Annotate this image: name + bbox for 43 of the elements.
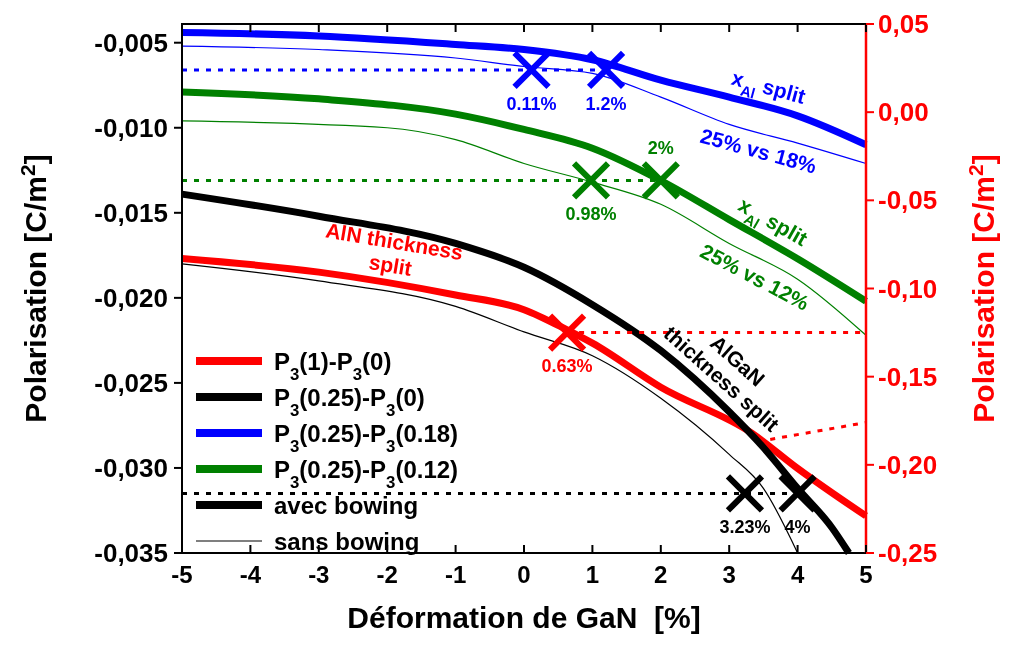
y2-tick-label: -0,10 (878, 273, 938, 304)
annotation: AlN thickness split (324, 218, 465, 280)
annotation: 2% (647, 138, 674, 159)
y2-tick-label: 0,05 (878, 9, 929, 39)
x-tick-label: -4 (239, 561, 262, 588)
x-tick-label: 3 (722, 561, 736, 588)
legend-label: P$_{3}$(0.25)-P$_{3}$(0.18) (274, 420, 459, 456)
annotation: 3.23% (719, 517, 771, 538)
annotation: 0.63% (541, 355, 593, 376)
x-tick-label: -2 (376, 561, 398, 588)
y2-tick-label: -0,25 (878, 538, 938, 568)
y2-tick-label: -0,15 (878, 361, 938, 392)
annotation: 0.11% (506, 93, 557, 114)
y-tick-label: -0,015 (94, 197, 168, 228)
y2-tick-label: -0,05 (878, 185, 938, 216)
legend-label: P$_{3}$(1)-P$_{3}$(0) (274, 348, 392, 384)
legend-label: P$_{3}$(0.25)-P$_{3}$(0) (274, 384, 425, 420)
x-tick-label: 5 (859, 561, 873, 588)
y-tick-label: -0,005 (94, 27, 168, 58)
annotation: avec bowing (274, 492, 419, 519)
x-tick-label: 1 (585, 561, 600, 588)
annotation: 1.2% (585, 93, 627, 114)
legend-label: P$_{3}$(0.25)-P$_{3}$(0.12) (274, 456, 459, 492)
annotation: 0.98% (565, 204, 617, 225)
x-tick-label: 2 (654, 561, 668, 588)
x-tick-label: 0 (517, 561, 531, 588)
y-tick-label: -0,025 (94, 367, 168, 398)
x-tick-label: -5 (171, 561, 193, 588)
x-tick-label: 4 (790, 561, 805, 588)
y2-tick-label: -0,20 (878, 449, 938, 480)
x-axis-title: Déformation de GaN [%] (347, 601, 701, 634)
y-tick-label: -0,010 (94, 112, 168, 143)
legend-label: sans bowing (274, 528, 420, 555)
y-tick-label: -0,030 (94, 452, 168, 483)
y-tick-label: -0,035 (94, 538, 168, 568)
x-tick-label: -3 (308, 561, 330, 588)
y2-tick-label: 0,00 (878, 97, 929, 128)
annotation: 4% (784, 517, 811, 538)
point (724, 473, 765, 514)
annotation: 25% vs 18% (698, 123, 820, 178)
x-tick-label: -1 (444, 561, 467, 588)
y-tick-label: -0,020 (94, 282, 168, 313)
point (511, 49, 552, 90)
